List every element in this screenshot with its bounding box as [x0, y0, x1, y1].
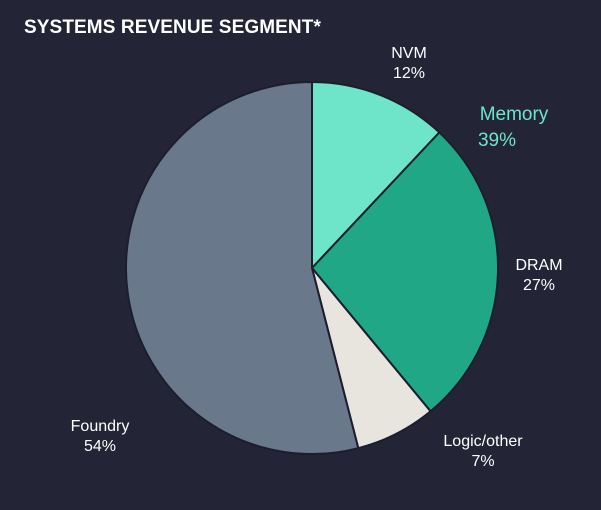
pie-slices	[125, 81, 499, 455]
slice-value-dram: 27%	[523, 277, 555, 294]
slice-label-nvm: NVM	[391, 45, 427, 62]
pie-slice-foundry	[125, 81, 360, 455]
group-value-memory: 39%	[478, 130, 516, 151]
pie-labels: NVM 12% DRAM 27% Logic/other 7% Foundry 54% Memo…	[71, 45, 563, 470]
slice-label-dram: DRAM	[515, 257, 562, 274]
slice-label-logic-other: Logic/other	[443, 433, 523, 450]
pie-slice-dram	[311, 131, 499, 413]
slice-value-foundry: 54%	[84, 438, 116, 455]
slice-value-nvm: 12%	[393, 65, 425, 82]
chart-title: SYSTEMS REVENUE SEGMENT*	[24, 17, 321, 38]
slice-label-foundry: Foundry	[71, 418, 130, 435]
group-label-memory: Memory	[480, 104, 549, 125]
pie-slice-nvm	[311, 81, 441, 269]
slice-value-logic-other: 7%	[471, 453, 494, 470]
